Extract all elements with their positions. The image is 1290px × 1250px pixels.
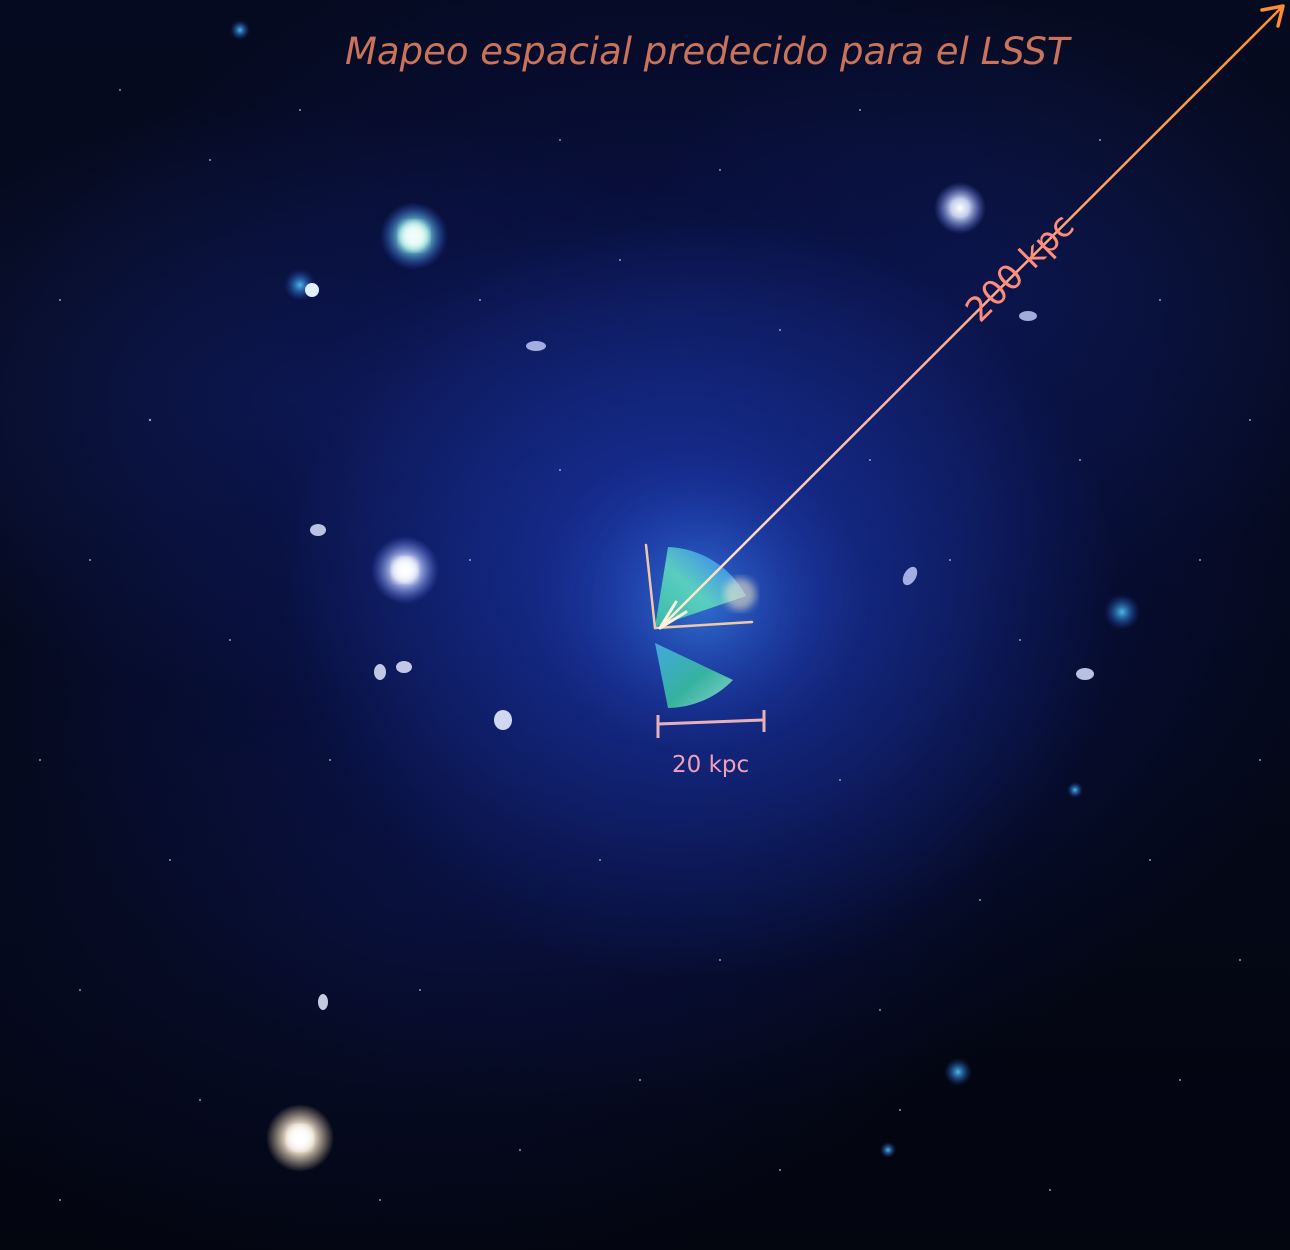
title-container: Mapeo espacial predecido para el LSST bbox=[345, 30, 1069, 73]
distance-arrow bbox=[658, 4, 1285, 630]
scale-bar bbox=[656, 710, 766, 738]
scale-bar-label: 20 kpc bbox=[672, 752, 750, 778]
illustration-title: Mapeo espacial predecido para el LSST bbox=[345, 30, 1070, 73]
galaxy-cluster bbox=[266, 182, 1094, 1172]
